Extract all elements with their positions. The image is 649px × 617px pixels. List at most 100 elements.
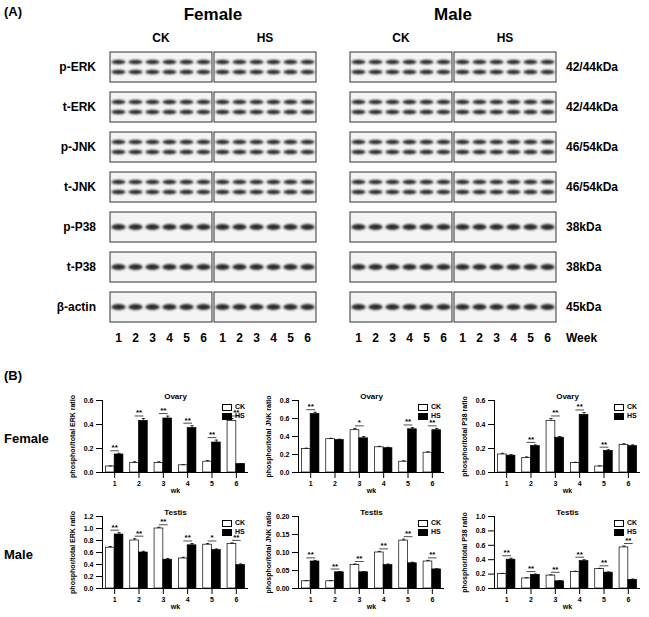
svg-text:6: 6 [544,331,551,345]
svg-text:phosphor/total ERK ratio: phosphor/total ERK ratio [69,511,77,594]
svg-text:1.0: 1.0 [476,513,486,520]
svg-text:2: 2 [137,596,141,603]
svg-text:*: * [358,418,362,427]
svg-text:4: 4 [382,480,386,487]
svg-text:**: ** [429,550,436,559]
svg-text:0.0: 0.0 [84,469,94,476]
svg-text:6: 6 [234,480,238,487]
svg-text:46/54kDa: 46/54kDa [566,180,618,194]
svg-text:4: 4 [510,331,517,345]
svg-text:42/44kDa: 42/44kDa [566,60,618,74]
svg-text:38kDa: 38kDa [566,220,602,234]
svg-text:**: ** [112,523,119,532]
svg-text:t-JNK: t-JNK [64,180,96,194]
svg-text:3: 3 [553,480,557,487]
svg-text:**: ** [160,517,167,526]
svg-text:6: 6 [430,480,434,487]
svg-text:5: 5 [423,331,430,345]
svg-text:Ovary: Ovary [556,392,579,401]
svg-text:5: 5 [210,596,214,603]
svg-text:5: 5 [406,480,410,487]
svg-text:3: 3 [553,596,557,603]
svg-text:**: ** [185,533,192,542]
svg-text:5: 5 [287,331,294,345]
svg-text:**: ** [528,435,535,444]
svg-text:1: 1 [115,331,122,345]
svg-text:3: 3 [493,331,500,345]
svg-text:2: 2 [333,480,337,487]
svg-text:**: ** [185,416,192,425]
svg-text:CK: CK [392,31,410,45]
svg-text:3: 3 [357,596,361,603]
svg-text:0.10: 0.10 [276,549,290,556]
svg-text:3: 3 [253,331,260,345]
svg-text:3: 3 [161,480,165,487]
svg-text:0.0: 0.0 [280,469,290,476]
svg-text:4: 4 [166,331,173,345]
svg-text:0.00: 0.00 [276,585,290,592]
svg-text:6: 6 [440,331,447,345]
svg-text:5: 5 [602,480,606,487]
svg-text:0.4: 0.4 [476,556,486,563]
svg-text:0.8: 0.8 [280,397,290,404]
svg-text:Ovary: Ovary [360,392,383,401]
svg-text:0.20: 0.20 [276,513,290,520]
svg-text:1: 1 [113,480,117,487]
svg-text:1.0: 1.0 [84,525,94,532]
svg-text:0.4: 0.4 [280,433,290,440]
svg-text:wk: wk [366,603,376,610]
svg-text:HS: HS [257,31,274,45]
svg-text:**: ** [429,418,436,427]
svg-text:**: ** [160,406,167,415]
svg-text:2: 2 [333,596,337,603]
svg-text:**: ** [577,402,584,411]
svg-text:**: ** [601,558,608,567]
svg-text:p-JNK: p-JNK [61,140,97,154]
svg-text:3: 3 [357,480,361,487]
svg-text:4: 4 [406,331,413,345]
svg-text:1: 1 [505,480,509,487]
svg-text:0.8: 0.8 [476,527,486,534]
svg-text:HS: HS [497,31,514,45]
svg-text:0.05: 0.05 [276,567,290,574]
svg-text:5: 5 [602,596,606,603]
svg-text:**: ** [356,554,363,563]
svg-text:2: 2 [529,480,533,487]
svg-text:3: 3 [161,596,165,603]
svg-text:Testis: Testis [164,508,187,517]
svg-text:6: 6 [626,480,630,487]
svg-text:38kDa: 38kDa [566,260,602,274]
svg-text:1: 1 [309,596,313,603]
svg-text:0.15: 0.15 [276,531,290,538]
svg-text:**: ** [552,408,559,417]
svg-text:wk: wk [366,487,376,494]
svg-text:**: ** [504,548,511,557]
svg-text:**: ** [112,443,119,452]
svg-text:**: ** [405,417,412,426]
svg-text:4: 4 [186,596,190,603]
svg-text:Male: Male [434,5,472,24]
svg-text:0.4: 0.4 [84,561,94,568]
svg-text:**: ** [577,550,584,559]
svg-text:wk: wk [562,487,572,494]
svg-text:wk: wk [170,603,180,610]
svg-text:1: 1 [113,596,117,603]
svg-text:wk: wk [170,487,180,494]
svg-text:4: 4 [270,331,277,345]
svg-text:**: ** [528,564,535,573]
svg-text:0.2: 0.2 [280,451,290,458]
svg-text:phosphor/total ERK ratio: phosphor/total ERK ratio [69,395,77,478]
svg-text:4: 4 [382,596,386,603]
svg-text:**: ** [552,565,559,574]
svg-text:1.2: 1.2 [84,513,94,520]
svg-text:2: 2 [372,331,379,345]
svg-text:t-P38: t-P38 [67,260,97,274]
svg-text:0.2: 0.2 [84,445,94,452]
svg-text:**: ** [209,430,216,439]
svg-text:4: 4 [578,596,582,603]
svg-text:Female: Female [184,5,243,24]
svg-text:wk: wk [562,603,572,610]
svg-text:0.2: 0.2 [84,573,94,580]
svg-text:2: 2 [529,596,533,603]
svg-text:2: 2 [236,331,243,345]
